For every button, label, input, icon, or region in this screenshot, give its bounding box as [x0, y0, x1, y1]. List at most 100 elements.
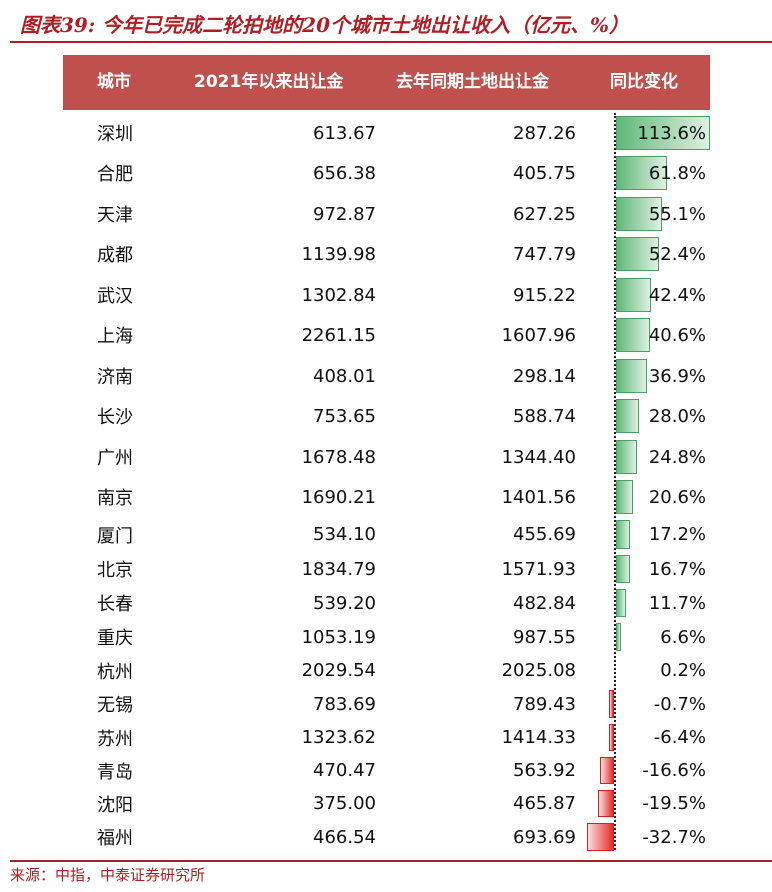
yoy-change: 42.4% [648, 284, 706, 306]
revenue-2021: 1139.98 [301, 243, 376, 265]
table-row: 沈阳 375.00 465.87 -19.5% [63, 787, 710, 820]
yoy-change: -32.7% [642, 826, 706, 848]
revenue-2021: 1302.84 [301, 284, 376, 306]
revenue-prior-year: 1414.33 [501, 727, 576, 748]
yoy-bar-positive [616, 555, 630, 583]
yoy-change: 52.4% [648, 243, 706, 265]
city-name: 济南 [97, 367, 133, 388]
revenue-2021: 1323.62 [301, 727, 376, 748]
header-prior-revenue: 去年同期土地出让金 [396, 72, 549, 92]
revenue-2021: 470.47 [313, 760, 376, 781]
yoy-bar-positive [616, 480, 634, 514]
yoy-bar-positive [616, 440, 637, 474]
city-name: 长春 [97, 594, 133, 615]
city-name: 北京 [97, 560, 133, 581]
revenue-prior-year: 693.69 [513, 826, 576, 848]
yoy-bar-negative [608, 724, 614, 751]
table-row: 杭州 2029.54 2025.08 0.2% [63, 654, 710, 687]
table-row: 长春 539.20 482.84 11.7% [63, 586, 710, 620]
revenue-prior-year: 627.25 [513, 203, 576, 225]
table-row: 武汉 1302.84 915.22 42.4% [63, 275, 710, 315]
yoy-bar-positive [616, 116, 710, 150]
revenue-2021: 1678.48 [301, 446, 376, 468]
revenue-2021: 466.54 [313, 826, 376, 848]
yoy-bar-negative [597, 790, 614, 817]
revenue-2021: 656.38 [313, 162, 376, 184]
source-rule [10, 860, 772, 862]
table-row: 南京 1690.21 1401.56 20.6% [63, 477, 710, 517]
yoy-change: 6.6% [660, 626, 706, 648]
revenue-2021: 753.65 [313, 405, 376, 427]
revenue-prior-year: 465.87 [513, 793, 576, 814]
table-row: 上海 2261.15 1607.96 40.6% [63, 315, 710, 355]
yoy-bar-positive [616, 359, 647, 393]
city-name: 天津 [97, 205, 133, 226]
header-city: 城市 [97, 72, 131, 92]
header-yoy-change: 同比变化 [610, 72, 678, 92]
city-name: 福州 [97, 828, 133, 849]
yoy-change: 55.1% [648, 203, 706, 225]
revenue-prior-year: 915.22 [513, 284, 576, 306]
table-header: 城市 2021年以来出让金 去年同期土地出让金 同比变化 [63, 55, 710, 110]
source-note: 来源：中指，中泰证券研究所 [10, 866, 206, 884]
table-row: 深圳 613.67 287.26 113.6% [63, 113, 710, 153]
revenue-prior-year: 405.75 [513, 162, 576, 184]
table-row: 天津 972.87 627.25 55.1% [63, 194, 710, 234]
yoy-change: 11.7% [648, 592, 706, 614]
yoy-change: -19.5% [642, 793, 706, 814]
figure-title: 图表39: 今年已完成二轮拍地的20个城市土地出让收入（亿元、%） [20, 13, 630, 37]
city-name: 广州 [97, 448, 133, 469]
city-name: 上海 [97, 326, 133, 347]
yoy-bar-positive [616, 237, 660, 271]
yoy-change: 16.7% [648, 558, 706, 580]
revenue-prior-year: 987.55 [513, 626, 576, 648]
table-row: 北京 1834.79 1571.93 16.7% [63, 552, 710, 586]
revenue-prior-year: 1344.40 [501, 446, 576, 468]
revenue-2021: 539.20 [313, 592, 376, 614]
yoy-bar-negative [586, 823, 614, 851]
yoy-change: 20.6% [648, 486, 706, 508]
table-row: 青岛 470.47 563.92 -16.6% [63, 754, 710, 787]
revenue-2021: 408.01 [313, 365, 376, 387]
yoy-change: 40.6% [648, 324, 706, 346]
revenue-2021: 613.67 [313, 122, 376, 144]
revenue-prior-year: 1401.56 [501, 486, 576, 508]
revenue-prior-year: 287.26 [513, 122, 576, 144]
revenue-prior-year: 455.69 [513, 524, 576, 545]
revenue-2021: 534.10 [313, 524, 376, 545]
city-name: 青岛 [97, 761, 133, 783]
table-row: 福州 466.54 693.69 -32.7% [63, 820, 710, 854]
table-row: 长沙 753.65 588.74 28.0% [63, 396, 710, 436]
revenue-2021: 375.00 [313, 793, 376, 814]
yoy-change: 113.6% [637, 122, 706, 144]
table-row: 无锡 783.69 789.43 -0.7% [63, 687, 710, 721]
revenue-prior-year: 482.84 [513, 592, 576, 614]
yoy-change: 0.2% [660, 660, 706, 681]
table-row: 重庆 1053.19 987.55 6.6% [63, 620, 710, 654]
revenue-2021: 1053.19 [301, 626, 376, 648]
revenue-prior-year: 747.79 [513, 243, 576, 265]
yoy-change: 24.8% [648, 446, 706, 468]
revenue-prior-year: 789.43 [513, 693, 576, 715]
revenue-2021: 1690.21 [301, 486, 376, 508]
header-2021-revenue: 2021年以来出让金 [194, 72, 344, 92]
yoy-change: 61.8% [648, 162, 706, 184]
yoy-change: 17.2% [648, 524, 706, 545]
yoy-bar-positive [616, 623, 622, 651]
yoy-bar-positive [616, 278, 652, 312]
yoy-bar-positive [616, 520, 631, 549]
table-row: 成都 1139.98 747.79 52.4% [63, 234, 710, 274]
table-row: 济南 408.01 298.14 36.9% [63, 356, 710, 396]
yoy-bar-positive [616, 156, 668, 190]
revenue-2021: 2261.15 [301, 324, 376, 346]
city-name: 无锡 [97, 695, 133, 716]
city-name: 杭州 [97, 661, 133, 683]
yoy-change: -6.4% [653, 727, 706, 748]
city-name: 合肥 [97, 164, 133, 185]
city-name: 沈阳 [97, 794, 133, 816]
yoy-change: 36.9% [648, 365, 706, 387]
yoy-bar-positive [616, 399, 640, 433]
revenue-prior-year: 1571.93 [501, 558, 576, 580]
yoy-change: -0.7% [653, 693, 706, 715]
city-name: 长沙 [97, 407, 133, 428]
